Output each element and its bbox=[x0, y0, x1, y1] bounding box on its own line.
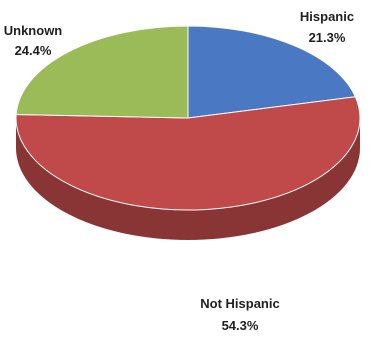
slice-label-hispanic: Hispanic bbox=[300, 9, 354, 24]
pie-side-not-hispanic bbox=[16, 118, 360, 240]
slice-value-unknown: 24.4% bbox=[15, 43, 52, 58]
label-not-hispanic: Not Hispanic 54.3% bbox=[200, 296, 279, 333]
slice-label-not-hispanic: Not Hispanic bbox=[200, 296, 279, 311]
pie-slices bbox=[15, 25, 361, 211]
slice-label-unknown: Unknown bbox=[4, 23, 63, 38]
label-unknown: Unknown 24.4% bbox=[4, 23, 63, 58]
pie-slice-not-hispanic bbox=[15, 96, 361, 211]
slice-value-not-hispanic: 54.3% bbox=[222, 318, 259, 333]
slice-value-hispanic: 21.3% bbox=[309, 30, 346, 45]
pie-slice-unknown bbox=[15, 25, 189, 119]
label-hispanic: Hispanic 21.3% bbox=[300, 9, 354, 45]
pie-slice-hispanic bbox=[187, 25, 357, 119]
pie-sides bbox=[16, 118, 360, 240]
